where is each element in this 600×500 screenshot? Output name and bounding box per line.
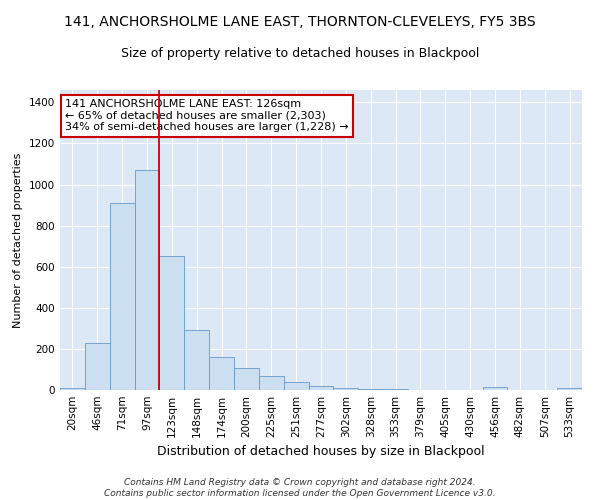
Bar [134, 170, 160, 390]
Bar [557, 388, 582, 390]
Bar [358, 389, 383, 390]
X-axis label: Distribution of detached houses by size in Blackpool: Distribution of detached houses by size … [157, 446, 485, 458]
Bar [85, 342, 110, 390]
Bar [60, 388, 85, 390]
Bar [334, 388, 358, 390]
Bar [259, 376, 284, 390]
Bar [160, 256, 184, 390]
Bar [184, 330, 209, 390]
Text: Size of property relative to detached houses in Blackpool: Size of property relative to detached ho… [121, 48, 479, 60]
Y-axis label: Number of detached properties: Number of detached properties [13, 152, 23, 328]
Bar [209, 357, 234, 390]
Text: Contains HM Land Registry data © Crown copyright and database right 2024.
Contai: Contains HM Land Registry data © Crown c… [104, 478, 496, 498]
Bar [234, 368, 259, 390]
Bar [284, 382, 308, 390]
Text: 141 ANCHORSHOLME LANE EAST: 126sqm
← 65% of detached houses are smaller (2,303)
: 141 ANCHORSHOLME LANE EAST: 126sqm ← 65%… [65, 99, 349, 132]
Text: 141, ANCHORSHOLME LANE EAST, THORNTON-CLEVELEYS, FY5 3BS: 141, ANCHORSHOLME LANE EAST, THORNTON-CL… [64, 15, 536, 29]
Bar [110, 203, 134, 390]
Bar [482, 387, 508, 390]
Bar [308, 386, 334, 390]
